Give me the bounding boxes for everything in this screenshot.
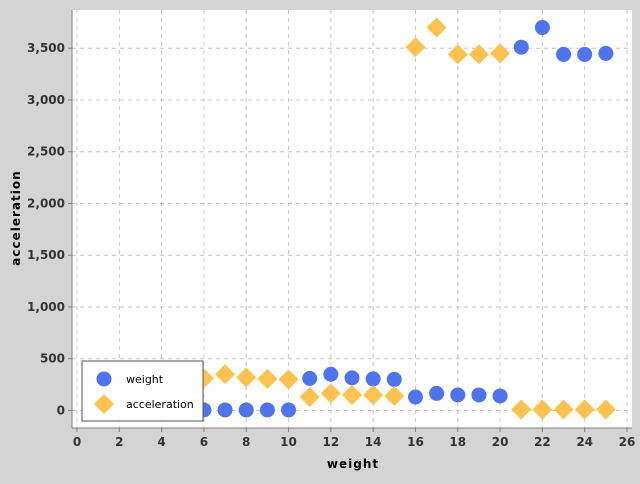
acceleration-point [468,44,489,65]
legend-label: acceleration [126,398,194,411]
axes: 0 2 4 6 8 10 12 14 16 18 20 22 24 2605001,0001,5002,0… [27,10,635,449]
acceleration-point [511,399,532,420]
weight-point [429,385,445,401]
x-tick-label: 16 [407,435,424,449]
weight-point [365,371,381,387]
x-tick-label: 18 [449,435,466,449]
y-tick-label: 2,500 [27,145,65,159]
weight-point [407,389,423,405]
x-axis-title: weight [327,457,379,471]
weight-point [217,402,233,418]
weight-point [259,402,275,418]
acceleration-point [236,367,257,388]
acceleration-point [595,399,616,420]
acceleration-point [363,384,384,405]
weight-point [534,20,550,36]
acceleration-point [320,383,341,404]
legend-label: weight [126,373,164,386]
acceleration-point [215,364,236,385]
y-tick-label: 3,500 [27,41,65,55]
acceleration-point [553,399,574,420]
legend-marker [96,371,112,387]
x-tick-label: 6 [200,435,208,449]
x-tick-label: 10 [280,435,297,449]
weight-point [450,387,466,403]
acceleration-point [384,385,405,406]
acceleration-point [299,387,320,408]
weight-point [386,371,402,387]
y-tick-label: 2,000 [27,196,65,210]
x-tick-label: 24 [576,435,593,449]
x-tick-label: 0 [73,435,81,449]
grid [72,10,632,428]
acceleration-point [257,368,278,389]
acceleration-point [405,37,426,58]
acceleration-point [447,44,468,65]
y-tick-label: 3,000 [27,93,65,107]
acceleration-point [574,399,595,420]
acceleration-point [342,384,362,405]
x-tick-label: 22 [534,435,551,449]
weight-point [281,402,297,418]
weight-point [513,39,529,55]
weight-point [238,402,254,418]
x-tick-label: 26 [619,435,636,449]
weight-point [323,366,339,382]
x-tick-label: 2 [115,435,123,449]
y-tick-label: 500 [40,352,65,366]
data-points [193,17,616,420]
y-axis-title: acceleration [9,170,23,265]
weight-point [598,45,614,61]
legend-marker [94,394,114,414]
weight-point [556,46,572,62]
acceleration-point [426,17,447,38]
weight-point [471,387,487,403]
y-tick-label: 1,500 [27,248,65,262]
weight-point [577,46,593,62]
x-tick-label: 20 [492,435,509,449]
x-tick-label: 14 [365,435,382,449]
weight-point [344,370,360,386]
weight-point [492,388,508,404]
y-tick-label: 0 [57,403,65,417]
y-tick-label: 1,000 [27,300,65,314]
acceleration-point [278,369,299,390]
legend: weight acceleration [81,360,204,422]
x-tick-label: 4 [157,435,165,449]
x-tick-label: 12 [322,435,339,449]
weight-point [302,370,318,386]
x-tick-label: 8 [242,435,250,449]
acceleration-point [532,399,553,420]
legend-box [81,360,204,422]
acceleration-point [490,43,511,64]
